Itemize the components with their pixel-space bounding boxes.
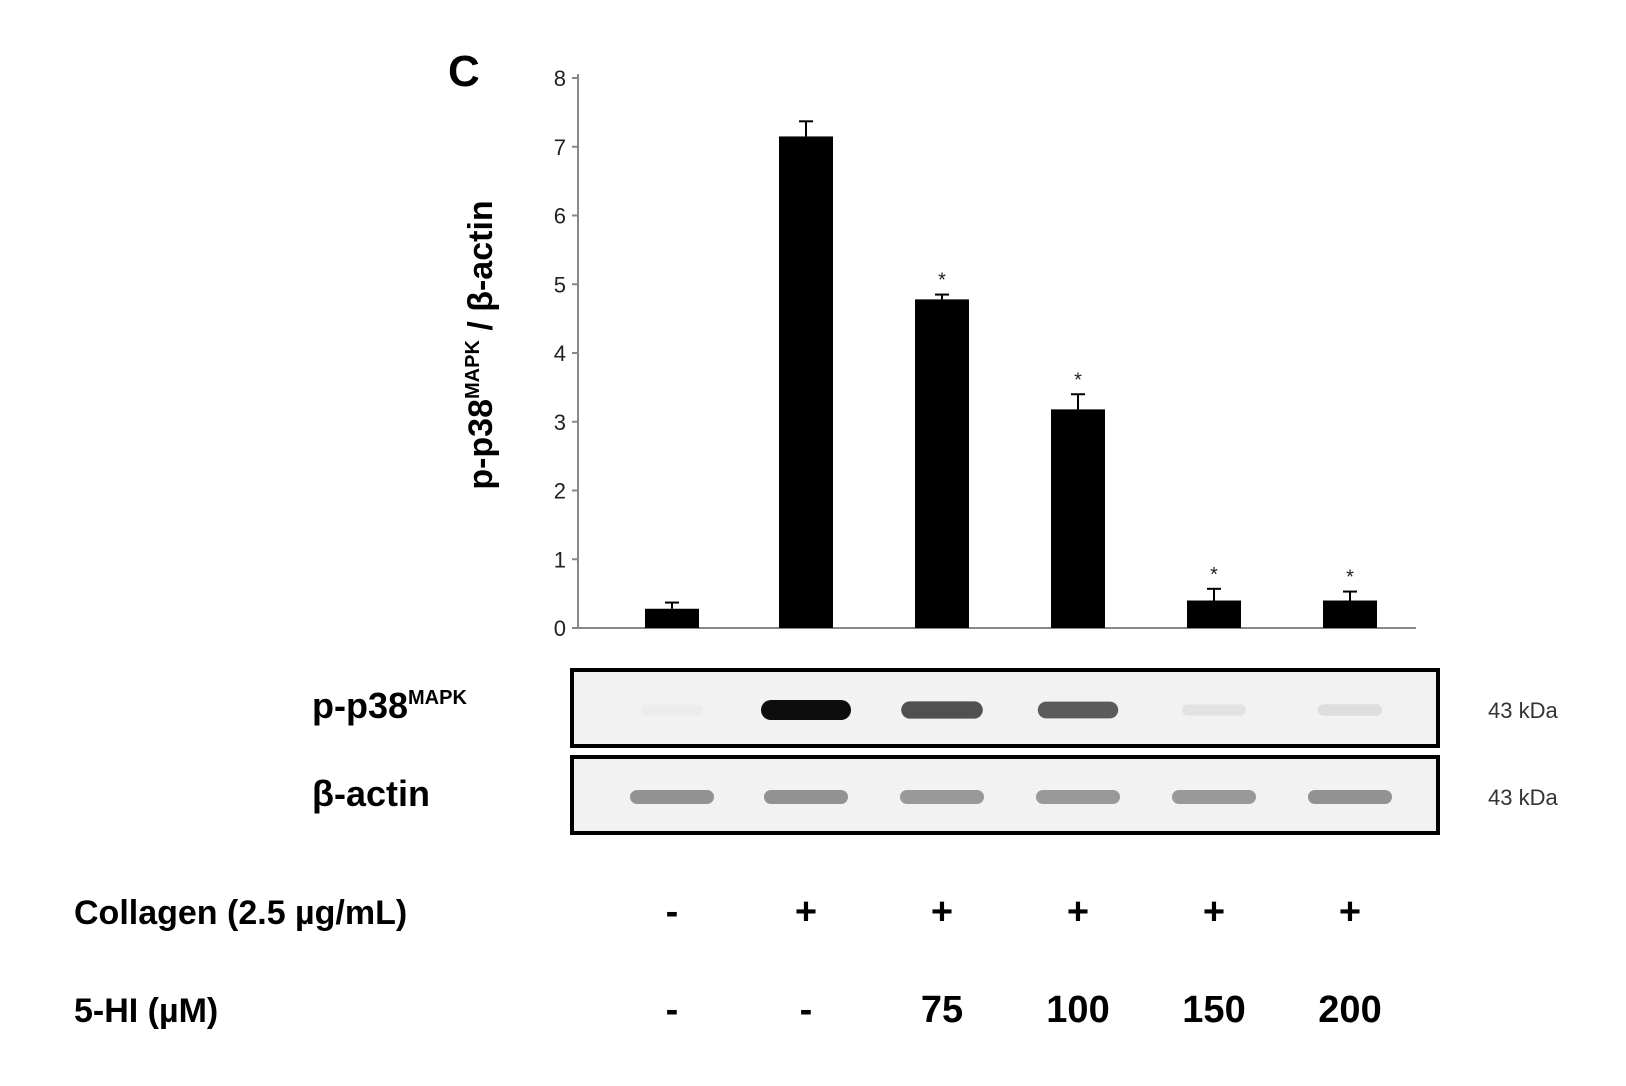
y-axis-label-tail: / β-actin [462, 200, 500, 340]
blot-frame [570, 755, 1440, 835]
blot-band [640, 704, 704, 716]
condition-value: + [795, 891, 817, 933]
y-tick-label: 6 [554, 204, 566, 229]
y-axis-label: p-p38MAPK / β-actin [462, 200, 500, 489]
y-tick-label: 4 [554, 341, 566, 366]
blot-band [1317, 704, 1383, 716]
blot-band [1308, 790, 1392, 804]
blot-label: β-actin [312, 773, 430, 814]
bar [1187, 600, 1241, 628]
conditions-table: Collagen (2.5 µg/mL) - + + + + +5-HI (µM) - - 75 1… [74, 891, 1382, 1031]
y-tick-label: 2 [554, 479, 566, 504]
bar [779, 136, 833, 628]
bar [645, 608, 699, 628]
y-axis-label-sup: MAPK [462, 340, 484, 399]
y-tick-label: 1 [554, 547, 566, 572]
blot-band [630, 790, 714, 804]
blot-band [1036, 790, 1120, 804]
condition-value: - [800, 989, 813, 1031]
blot-band [761, 700, 851, 720]
condition-label: 5-HI (µM) [74, 992, 218, 1030]
condition-value: 100 [1046, 989, 1109, 1031]
blot-band [764, 790, 848, 804]
y-ticks: 0 1 2 3 4 5 6 7 8 [554, 66, 578, 641]
significance-marker: * [1346, 567, 1354, 589]
condition-label: Collagen (2.5 µg/mL) [74, 894, 407, 932]
bars: * * * * [645, 120, 1377, 628]
condition-value: - [666, 891, 679, 933]
blots: p-p38MAPK 43 kDa β-actin 43 kDa [312, 668, 1558, 835]
blot-kda: 43 kDa [1488, 698, 1558, 723]
significance-marker: * [1074, 369, 1082, 391]
condition-value: 200 [1318, 989, 1381, 1031]
y-tick-label: 0 [554, 616, 566, 641]
significance-marker: * [1210, 564, 1218, 586]
bar [1051, 409, 1105, 628]
blot-band [1037, 701, 1119, 719]
significance-marker: * [938, 270, 946, 292]
condition-value: + [1067, 891, 1089, 933]
blot-label: p-p38MAPK [312, 685, 467, 726]
condition-value: 75 [921, 989, 963, 1031]
blot-frame [570, 668, 1440, 748]
blot-band [1172, 790, 1256, 804]
y-tick-label: 8 [554, 66, 566, 91]
blot-kda: 43 kDa [1488, 785, 1558, 810]
blot-band [901, 701, 983, 719]
y-tick-label: 7 [554, 135, 566, 160]
bar [915, 299, 969, 628]
bar [1323, 600, 1377, 628]
panel-letter: C [448, 47, 480, 96]
condition-value: + [931, 891, 953, 933]
condition-value: - [666, 989, 679, 1031]
blot-label-sup: MAPK [408, 687, 467, 709]
y-axis-label-main: p-p38 [462, 399, 500, 490]
condition-value: 150 [1182, 989, 1245, 1031]
blot-band [900, 790, 984, 804]
blot-band [1182, 704, 1246, 716]
y-tick-label: 5 [554, 272, 566, 297]
blot-label-main: β-actin [312, 773, 430, 814]
blot-label-main: p-p38 [312, 685, 408, 726]
y-tick-label: 3 [554, 410, 566, 435]
condition-value: + [1203, 891, 1225, 933]
condition-value: + [1339, 891, 1361, 933]
